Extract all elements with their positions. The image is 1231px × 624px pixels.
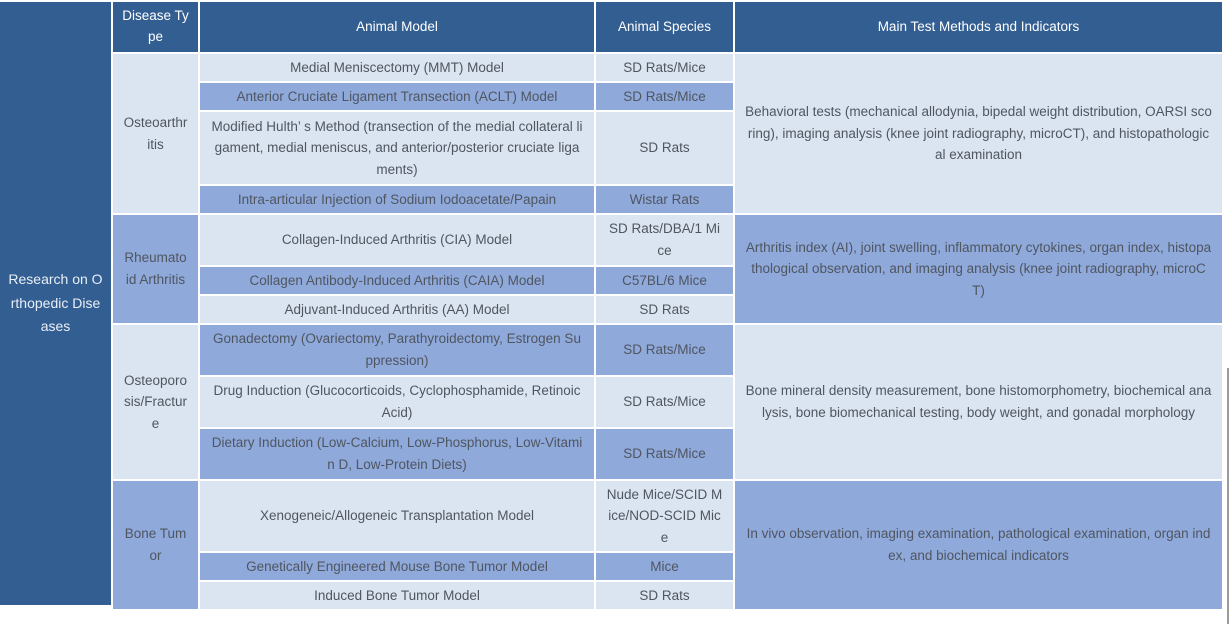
disease-models-table: Disease Type Animal Model Animal Species…	[111, 0, 1224, 611]
table-row: Adjuvant-Induced Arthritis (AA) Model SD…	[113, 296, 1222, 323]
animal-species-cell: SD Rats/Mice	[596, 83, 733, 110]
table-row: Osteoarthritis Medial Meniscectomy (MMT)…	[113, 54, 1222, 213]
animal-model-cell: Induced Bone Tumor Model	[200, 582, 594, 609]
methods-cell-bone-tumor: In vivo observation, imaging examination…	[735, 481, 1222, 609]
animal-model-cell: Intra-articular Injection of Sodium Iodo…	[200, 186, 594, 213]
table-row: Drug Induction (Glucocorticoids, Cycloph…	[113, 377, 1222, 427]
table-row: Genetically Engineered Mouse Bone Tumor …	[113, 553, 1222, 580]
table-row: Induced Bone Tumor Model SD Rats	[113, 582, 1222, 609]
table-row: Collagen Antibody-Induced Arthritis (CAI…	[113, 267, 1222, 294]
animal-model-cell: Genetically Engineered Mouse Bone Tumor …	[200, 553, 594, 580]
header-row: Disease Type Animal Model Animal Species…	[113, 2, 1222, 52]
animal-species-cell: SD Rats/Mice	[596, 429, 733, 479]
animal-model-cell: Drug Induction (Glucocorticoids, Cycloph…	[200, 377, 594, 427]
methods-cell-osteoarthritis: Behavioral tests (mechanical allodynia, …	[735, 54, 1222, 213]
header-animal-species: Animal Species	[596, 2, 733, 52]
animal-model-cell: Xenogeneic/Allogeneic Transplantation Mo…	[200, 481, 594, 551]
scrollbar-track-fragment[interactable]	[1227, 368, 1229, 624]
animal-species-cell: Nude Mice/SCID Mice/NOD-SCID Mice	[596, 481, 733, 551]
animal-model-cell: Collagen Antibody-Induced Arthritis (CAI…	[200, 267, 594, 294]
table-row: Bone Tumor Xenogeneic/Allogeneic Transpl…	[113, 481, 1222, 609]
animal-model-cell: Collagen-Induced Arthritis (CIA) Model	[200, 215, 594, 265]
disease-type-cell-osteoarthritis: Osteoarthritis	[113, 54, 198, 213]
table-row: Rheumatoid Arthritis Collagen-Induced Ar…	[113, 215, 1222, 323]
animal-species-cell: Mice	[596, 553, 733, 580]
table-row: Anterior Cruciate Ligament Transection (…	[113, 83, 1222, 110]
animal-model-cell: Medial Meniscectomy (MMT) Model	[200, 54, 594, 81]
animal-model-cell: Modified Hulth’ s Method (transection of…	[200, 112, 594, 184]
disease-type-cell-osteoporosis-fracture: Osteoporosis/Fracture	[113, 325, 198, 479]
research-title-cell: Research on Orthopedic Diseases	[0, 2, 111, 605]
header-disease-type: Disease Type	[113, 2, 198, 52]
animal-model-cell: Adjuvant-Induced Arthritis (AA) Model	[200, 296, 594, 323]
header-animal-model: Animal Model	[200, 2, 594, 52]
disease-type-cell-rheumatoid-arthritis: Rheumatoid Arthritis	[113, 215, 198, 323]
table-row: Intra-articular Injection of Sodium Iodo…	[113, 186, 1222, 213]
table-row: Osteoporosis/Fracture Gonadectomy (Ovari…	[113, 325, 1222, 479]
animal-species-cell: Wistar Rats	[596, 186, 733, 213]
orthopedic-research-layout: Research on Orthopedic Diseases Disease …	[0, 0, 1224, 611]
methods-cell-rheumatoid-arthritis: Arthritis index (AI), joint swelling, in…	[735, 215, 1222, 323]
animal-model-cell: Dietary Induction (Low-Calcium, Low-Phos…	[200, 429, 594, 479]
animal-species-cell: SD Rats/Mice	[596, 54, 733, 81]
header-test-methods: Main Test Methods and Indicators	[735, 2, 1222, 52]
animal-species-cell: SD Rats/Mice	[596, 377, 733, 427]
animal-species-cell: SD Rats	[596, 296, 733, 323]
animal-species-cell: SD Rats	[596, 112, 733, 184]
animal-species-cell: SD Rats	[596, 582, 733, 609]
animal-model-cell: Gonadectomy (Ovariectomy, Parathyroidect…	[200, 325, 594, 375]
disease-type-cell-bone-tumor: Bone Tumor	[113, 481, 198, 609]
animal-species-cell: SD Rats/Mice	[596, 325, 733, 375]
table-row: Modified Hulth’ s Method (transection of…	[113, 112, 1222, 184]
animal-species-cell: C57BL/6 Mice	[596, 267, 733, 294]
table-row: Dietary Induction (Low-Calcium, Low-Phos…	[113, 429, 1222, 479]
animal-model-cell: Anterior Cruciate Ligament Transection (…	[200, 83, 594, 110]
methods-cell-osteoporosis-fracture: Bone mineral density measurement, bone h…	[735, 325, 1222, 479]
animal-species-cell: SD Rats/DBA/1 Mice	[596, 215, 733, 265]
